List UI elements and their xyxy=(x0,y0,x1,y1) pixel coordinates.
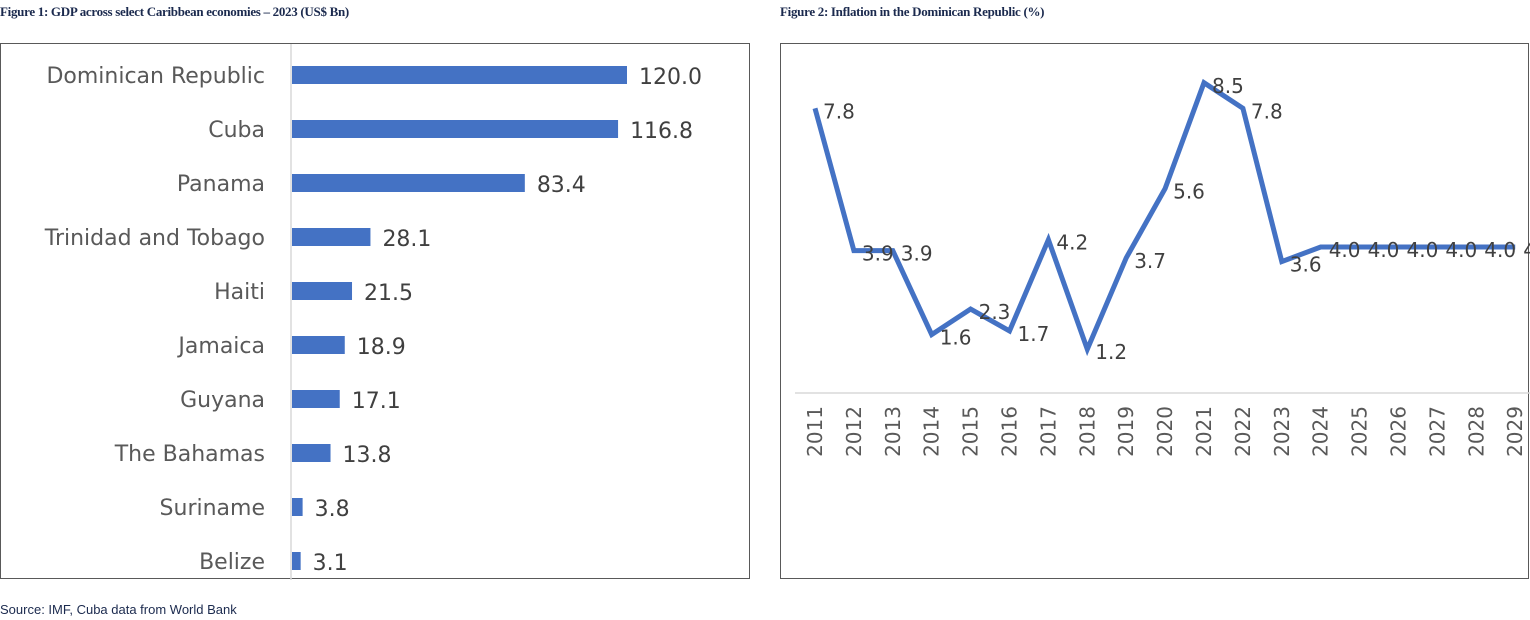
bar xyxy=(292,390,340,408)
data-label: 4.2 xyxy=(1056,231,1088,255)
bar xyxy=(292,66,627,84)
bar xyxy=(292,174,525,192)
data-label: 13.8 xyxy=(343,443,392,468)
data-label: 21.5 xyxy=(364,281,413,306)
x-tick-label: 2019 xyxy=(1114,406,1138,457)
bar xyxy=(292,552,301,570)
category-label: Dominican Republic xyxy=(46,64,265,89)
data-label: 3.8 xyxy=(315,497,350,522)
x-tick-label: 2024 xyxy=(1309,406,1333,457)
x-tick-label: 2026 xyxy=(1387,406,1411,457)
data-label: 18.9 xyxy=(357,335,406,360)
category-label: Panama xyxy=(177,172,265,197)
inflation-line xyxy=(812,78,1516,357)
bar xyxy=(292,282,353,300)
x-tick-label: 2020 xyxy=(1153,406,1177,457)
data-label: 4.0 xyxy=(1407,238,1439,262)
data-label: 5.6 xyxy=(1173,180,1205,204)
category-label: Haiti xyxy=(214,280,265,305)
data-label: 1.7 xyxy=(1018,322,1050,346)
data-label: 7.8 xyxy=(1251,99,1283,123)
data-label: 2.3 xyxy=(979,300,1011,324)
category-label: Belize xyxy=(199,550,265,575)
line-chart-frame: 7.8 2011 3.9 2012 3.9 2013 1.6 2014 2.3 2015 1.7 20… xyxy=(780,43,1530,579)
data-label: 3.6 xyxy=(1290,253,1322,277)
category-label: Cuba xyxy=(208,118,265,143)
x-tick-label: 2029 xyxy=(1503,406,1527,457)
category-label: The Bahamas xyxy=(114,442,265,467)
data-label: 4.0 xyxy=(1484,238,1516,262)
x-tick-label: 2012 xyxy=(842,406,866,457)
x-tick-label: 2028 xyxy=(1464,406,1488,457)
data-label: 8.5 xyxy=(1212,74,1244,98)
data-label: 3.9 xyxy=(901,242,933,266)
x-tick-label: 2022 xyxy=(1231,406,1255,457)
data-label: 83.4 xyxy=(537,173,586,198)
data-label: 116.8 xyxy=(630,119,693,144)
category-label: Trinidad and Tobago xyxy=(44,226,265,251)
bar xyxy=(292,228,371,246)
bar xyxy=(292,498,303,516)
category-label: Jamaica xyxy=(176,334,265,359)
data-label: 28.1 xyxy=(382,227,431,252)
data-label: 4.0 xyxy=(1329,238,1361,262)
data-label: 7.8 xyxy=(823,99,855,123)
category-label: Suriname xyxy=(160,496,265,521)
bar xyxy=(292,120,619,138)
figure-2-title: Figure 2: Inflation in the Dominican Rep… xyxy=(780,4,1045,19)
source-note: Source: IMF, Cuba data from World Bank xyxy=(0,602,237,617)
x-tick-label: 2014 xyxy=(920,406,944,457)
x-tick-label: 2015 xyxy=(959,406,983,457)
data-label: 3.9 xyxy=(862,242,894,266)
data-label: 3.1 xyxy=(313,551,348,576)
data-label: 4.0 xyxy=(1368,238,1400,262)
bar-chart-frame: Dominican Republic 120.0 Cuba 116.8 Panama 83… xyxy=(0,43,750,580)
data-label: 4.0 xyxy=(1445,238,1477,262)
data-label: 4.0 xyxy=(1523,238,1530,262)
bar xyxy=(292,444,331,462)
data-label: 1.2 xyxy=(1095,340,1127,364)
x-tick-label: 2027 xyxy=(1425,406,1449,457)
x-tick-label: 2016 xyxy=(998,406,1022,457)
x-tick-label: 2011 xyxy=(803,406,827,457)
x-tick-label: 2013 xyxy=(881,406,905,457)
bar-chart: Dominican Republic 120.0 Cuba 116.8 Panama 83… xyxy=(44,44,702,580)
data-label: 17.1 xyxy=(352,389,401,414)
category-label: Guyana xyxy=(180,388,265,413)
x-tick-label: 2023 xyxy=(1270,406,1294,457)
x-tick-label: 2021 xyxy=(1192,406,1216,457)
data-label: 120.0 xyxy=(639,65,702,90)
line-chart: 7.8 2011 3.9 2012 3.9 2013 1.6 2014 2.3 2015 1.7 20… xyxy=(795,74,1530,457)
data-label: 3.7 xyxy=(1134,249,1166,273)
x-tick-label: 2025 xyxy=(1348,406,1372,457)
bar xyxy=(292,336,345,354)
data-label: 1.6 xyxy=(940,326,972,350)
figure-1-title: Figure 1: GDP across select Caribbean ec… xyxy=(0,4,349,19)
x-tick-label: 2018 xyxy=(1075,406,1099,457)
x-tick-label: 2017 xyxy=(1036,406,1060,457)
